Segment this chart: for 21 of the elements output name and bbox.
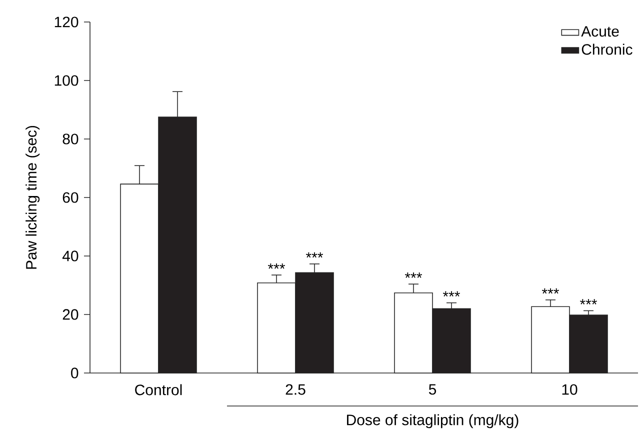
x-tick-label: 5 (428, 384, 436, 395)
x-tick-label: 10 (562, 384, 578, 395)
y-tick-label: 60 (62, 192, 78, 203)
y-tick-label: 120 (54, 16, 78, 28)
annotation: *** (580, 299, 598, 304)
x-tick-label: Control (135, 384, 182, 396)
annotation: *** (268, 263, 286, 269)
legend-label: Acute (581, 26, 619, 37)
y-tick-label: 100 (54, 75, 78, 86)
y-tick-label: 0 (71, 368, 78, 378)
x-tick-label: 2.5 (286, 384, 306, 395)
y-tick-label: 20 (62, 309, 78, 320)
y-axis-title: Paw licking time (sec) (26, 126, 40, 269)
x-axis-title: Dose of sitagliptin (mg/kg) (347, 414, 518, 428)
legend-label: Chronic (582, 44, 632, 55)
y-tick-label: 80 (62, 134, 78, 144)
annotation: *** (542, 288, 560, 294)
annotation: *** (442, 291, 460, 297)
annotation: *** (306, 252, 324, 258)
annotation: *** (404, 272, 422, 278)
y-tick-label: 40 (62, 250, 78, 262)
